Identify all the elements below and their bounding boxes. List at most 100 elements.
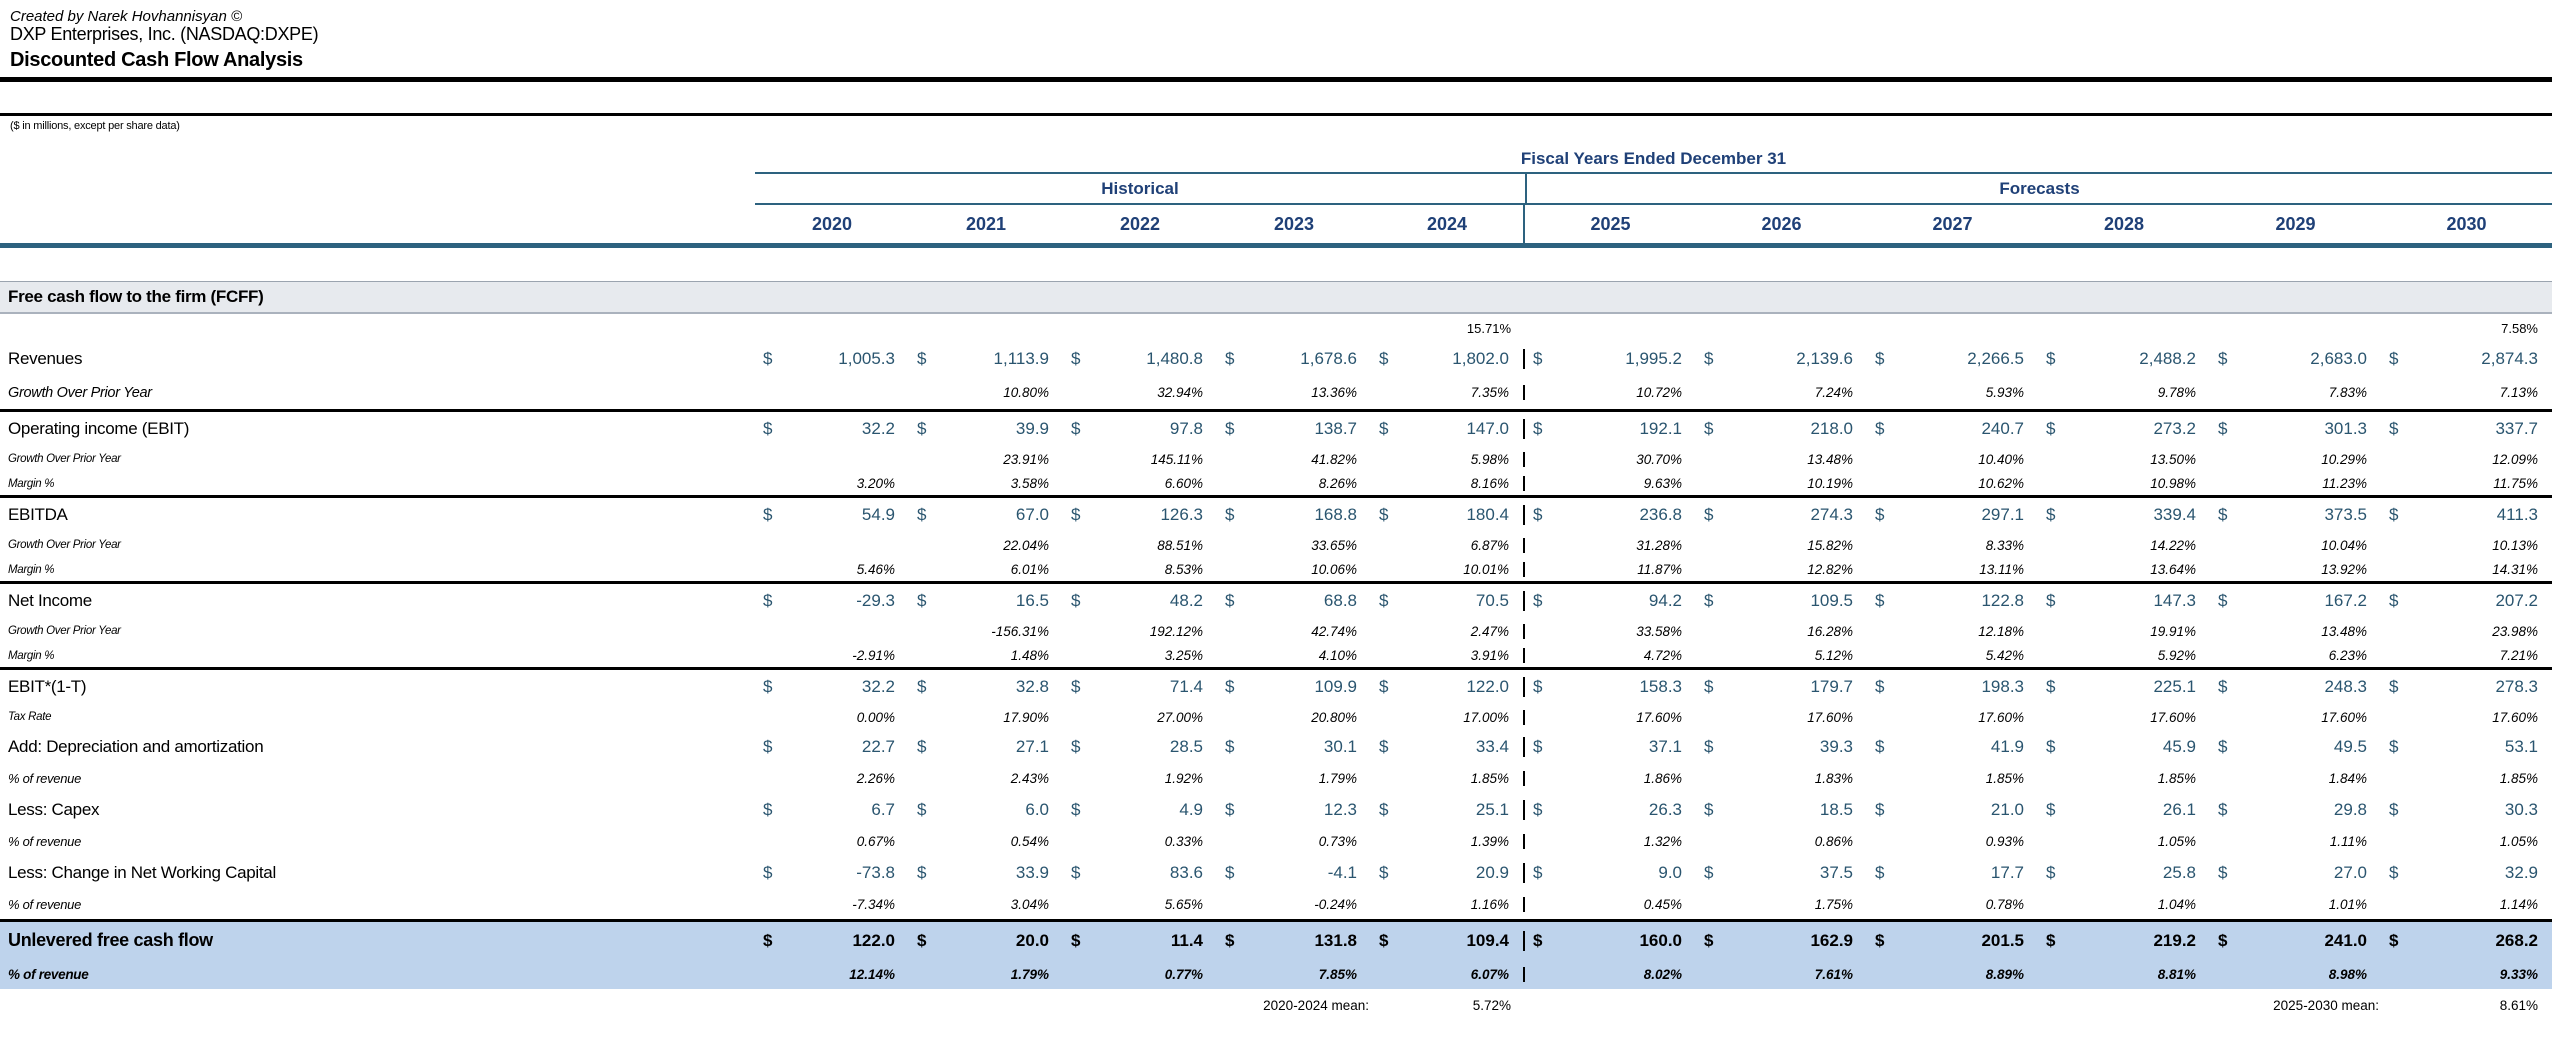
- cell-ebitda-growth-2021: 22.04%: [909, 538, 1063, 553]
- cell-capex-2025: $26.3: [1525, 800, 1696, 820]
- cell-value: 6.7: [871, 800, 895, 819]
- cell-value: 5.98%: [1470, 451, 1509, 467]
- cell-value: 10.98%: [2150, 476, 2196, 491]
- cell-value: 10.19%: [1807, 476, 1853, 491]
- row-label-tax-rate: Tax Rate: [8, 711, 52, 723]
- cell-ebit-after-tax-2020: $32.2: [755, 677, 909, 697]
- cell-ebitda-2030: $411.3: [2381, 505, 2552, 525]
- cell-value: 8.33%: [1985, 537, 2024, 553]
- cell-value: 17.60%: [1636, 709, 1682, 725]
- cell-net-income-2028: $147.3: [2038, 591, 2210, 611]
- cell-capex-2026: $18.5: [1696, 800, 1867, 820]
- cell-value: 32.9: [2504, 863, 2538, 882]
- cell-value: 15.82%: [1807, 537, 1853, 553]
- dollar-sign: $: [2389, 930, 2399, 950]
- dollar-sign: $: [1875, 677, 1885, 696]
- cell-value: 12.14%: [849, 966, 895, 982]
- dollar-sign: $: [1071, 800, 1081, 819]
- dollar-sign: $: [1071, 677, 1081, 696]
- cell-value: 236.8: [1639, 505, 1682, 524]
- cell-ebit-margin-2026: 10.19%: [1696, 476, 1867, 491]
- cell-value: 6.60%: [1164, 476, 1203, 491]
- cell-ebit-after-tax-2029: $248.3: [2210, 677, 2381, 697]
- dollar-sign: $: [2389, 800, 2399, 819]
- cell-ebit-2024: $147.0: [1371, 419, 1525, 439]
- table-body: Revenues $1,005.3 $1,113.9 $1,480.8 $1,678.6…: [0, 342, 2552, 989]
- dollar-sign: $: [1225, 800, 1235, 819]
- cell-value: 8.53%: [1164, 562, 1203, 577]
- row-label-ebit-after-tax: EBIT*(1-T): [8, 677, 87, 696]
- cell-revenues-2027: $2,266.5: [1867, 349, 2038, 369]
- cell-value: 278.3: [2495, 677, 2538, 696]
- cell-dep-amort-pct-2025: 1.86%: [1525, 771, 1696, 786]
- cell-value: 32.2: [861, 419, 895, 438]
- dollar-sign: $: [2389, 349, 2399, 368]
- cell-value: 219.2: [2153, 930, 2196, 950]
- row-label-ebit: Operating income (EBIT): [8, 419, 190, 438]
- cell-value: 71.4: [1169, 677, 1203, 696]
- row-tax-rate: Tax Rate 0.00% 17.90% 27.00% 20.80% 17.00% 17.…: [0, 704, 2552, 730]
- year-header-2023: 2023: [1273, 213, 1315, 234]
- cell-value: 411.3: [2496, 505, 2538, 524]
- cell-net-income-margin-2020: -2.91%: [755, 648, 909, 663]
- cell-revenues-growth-2027: 5.93%: [1867, 385, 2038, 400]
- cell-ebit-margin-2027: 10.62%: [1867, 476, 2038, 491]
- dollar-sign: $: [2218, 677, 2228, 696]
- cell-net-income-margin-2026: 5.12%: [1696, 648, 1867, 663]
- historical-mean-value: 5.72%: [1472, 997, 1511, 1013]
- cell-ebit-growth-2029: 10.29%: [2210, 452, 2381, 467]
- cell-value: 7.21%: [2499, 648, 2538, 663]
- cell-value: 1.86%: [1643, 771, 1682, 786]
- cell-nwc-change-pct-2025: 0.45%: [1525, 897, 1696, 912]
- cell-capex-2023: $12.3: [1217, 800, 1371, 820]
- cell-value: 37.5: [1819, 863, 1853, 882]
- cell-dep-amort-2022: $28.5: [1063, 737, 1217, 757]
- forecast-mean-value: 8.61%: [2499, 997, 2538, 1013]
- cell-value: 31.28%: [1636, 537, 1682, 553]
- cell-unlevered-fcf-pct-2029: 8.98%: [2210, 967, 2381, 982]
- cell-value: 10.62%: [1978, 476, 2024, 491]
- cell-value: 201.5: [1981, 930, 2024, 950]
- row-net-income-growth: Growth Over Prior Year -156.31% 192.12% 42.…: [0, 618, 2552, 644]
- cell-tax-rate-2029: 17.60%: [2210, 710, 2381, 725]
- dollar-sign: $: [917, 863, 927, 882]
- cell-ebitda-margin-2025: 11.87%: [1525, 562, 1696, 577]
- cell-ebit-margin-2020: 3.20%: [755, 476, 909, 491]
- cell-value: 6.01%: [1010, 562, 1049, 577]
- cell-value: 13.36%: [1311, 385, 1357, 400]
- cell-value: -0.24%: [1314, 897, 1357, 912]
- cell-revenues-2030: $2,874.3: [2381, 349, 2552, 369]
- cell-ebit-after-tax-2022: $71.4: [1063, 677, 1217, 697]
- cell-net-income-margin-2022: 3.25%: [1063, 648, 1217, 663]
- cell-ebitda-growth-2029: 10.04%: [2210, 538, 2381, 553]
- cell-value: 4.10%: [1318, 648, 1357, 663]
- cell-value: 25.1: [1475, 800, 1509, 819]
- cell-value: 1.83%: [1814, 771, 1853, 786]
- cell-ebit-growth-2027: 10.40%: [1867, 452, 2038, 467]
- dollar-sign: $: [917, 737, 927, 756]
- cell-ebit-after-tax-2028: $225.1: [2038, 677, 2210, 697]
- year-header-2024: 2024: [1371, 205, 1525, 243]
- cell-capex-2029: $29.8: [2210, 800, 2381, 820]
- cell-nwc-change-pct-2022: 5.65%: [1063, 897, 1217, 912]
- dollar-sign: $: [1875, 737, 1885, 756]
- cell-value: 3.04%: [1010, 897, 1049, 912]
- cell-value: 13.48%: [2321, 623, 2367, 639]
- cell-value: 67.0: [1015, 505, 1049, 524]
- row-ebit-growth: Growth Over Prior Year 23.91% 145.11% 41.82…: [0, 446, 2552, 472]
- cell-value: 0.54%: [1010, 834, 1049, 849]
- cell-value: 17.60%: [2150, 709, 2196, 725]
- cell-capex-pct-2023: 0.73%: [1217, 834, 1371, 849]
- cell-value: 2,874.3: [2481, 349, 2538, 368]
- cell-revenues-growth-2022: 32.94%: [1063, 385, 1217, 400]
- cell-value: 6.0: [1025, 800, 1049, 819]
- cell-value: 33.9: [1015, 863, 1049, 882]
- cell-value: 5.92%: [2157, 648, 2196, 663]
- cell-ebitda-2028: $339.4: [2038, 505, 2210, 525]
- cell-tax-rate-2020: 0.00%: [755, 710, 909, 725]
- cell-value: 0.67%: [856, 834, 895, 849]
- dollar-sign: $: [2218, 505, 2228, 524]
- cell-ebit-after-tax-2021: $32.8: [909, 677, 1063, 697]
- cell-capex-2022: $4.9: [1063, 800, 1217, 820]
